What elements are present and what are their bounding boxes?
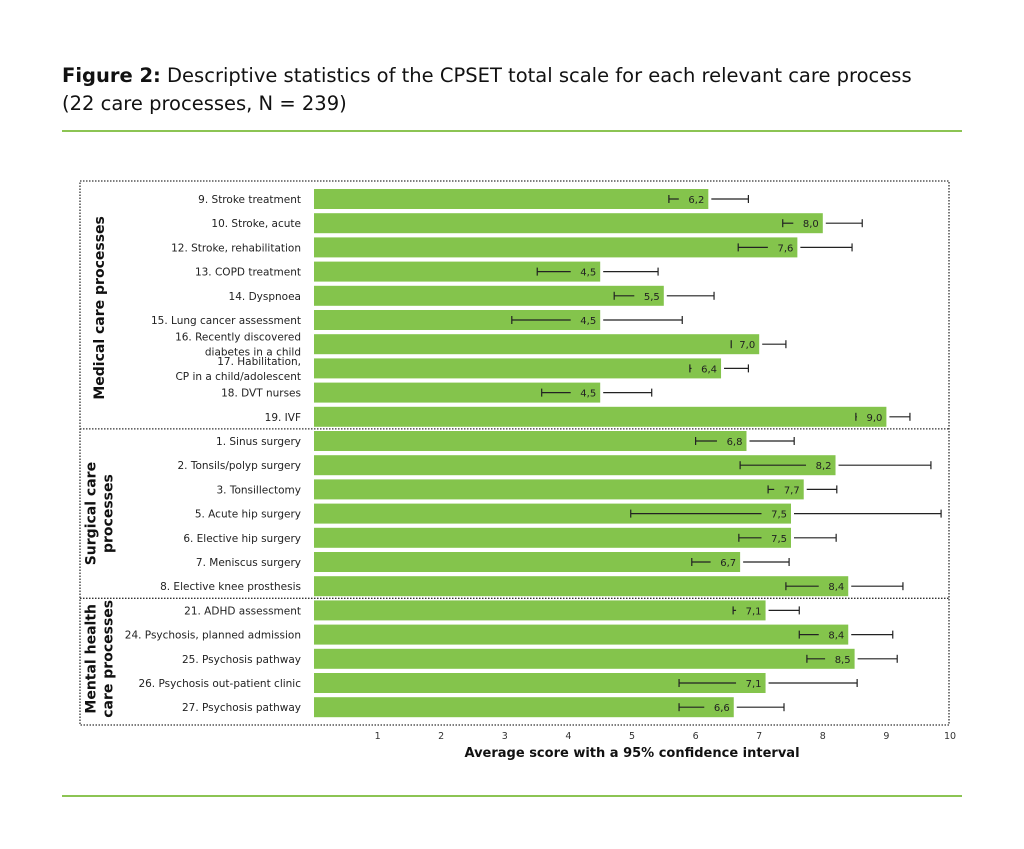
category-label: 7. Meniscus surgery bbox=[196, 557, 301, 569]
data-label: 7,1 bbox=[746, 679, 762, 690]
x-tick-label: 2 bbox=[438, 731, 444, 742]
data-label: 6,2 bbox=[688, 195, 704, 206]
data-label: 6,7 bbox=[720, 558, 736, 569]
bar bbox=[314, 552, 741, 572]
x-tick-label: 10 bbox=[944, 731, 956, 742]
category-label: 19. IVF bbox=[265, 412, 301, 424]
x-tick-label: 7 bbox=[756, 731, 762, 742]
category-label: 3. Tonsillectomy bbox=[216, 484, 301, 496]
data-label: 7,7 bbox=[784, 485, 800, 496]
category-label: 16. Recently discovered diabetes in a chi… bbox=[175, 332, 301, 359]
data-label: 8,5 bbox=[835, 655, 851, 666]
data-label: 6,6 bbox=[714, 703, 730, 714]
category-label: 10. Stroke, acute bbox=[211, 218, 301, 230]
data-label: 8,2 bbox=[816, 461, 832, 472]
x-tick-label: 9 bbox=[883, 731, 889, 742]
x-axis-title: Average score with a 95% confidence inte… bbox=[464, 746, 799, 761]
category-label: 14. Dyspnoea bbox=[229, 291, 301, 303]
bar bbox=[314, 455, 836, 476]
category-label: 6. Elective hip surgery bbox=[183, 533, 301, 545]
data-label: 7,0 bbox=[739, 340, 755, 351]
data-label: 6,4 bbox=[701, 364, 717, 375]
category-label: 24. Psychosis, planned admission bbox=[125, 630, 301, 642]
category-label: 21. ADHD assessment bbox=[184, 605, 301, 617]
plot-frame bbox=[79, 180, 950, 726]
category-label: 9. Stroke treatment bbox=[198, 194, 301, 206]
x-tick-label: 4 bbox=[565, 731, 571, 742]
data-label: 9,0 bbox=[866, 413, 882, 424]
data-label: 8,4 bbox=[828, 582, 844, 593]
x-tick-label: 6 bbox=[693, 731, 699, 742]
top-rule bbox=[62, 130, 962, 132]
bar bbox=[314, 358, 722, 379]
category-label: 12. Stroke, rehabilitation bbox=[171, 242, 301, 254]
category-label: 2. Tonsils/polyp surgery bbox=[177, 460, 301, 472]
category-label: 25. Psychosis pathway bbox=[182, 654, 301, 666]
bar bbox=[314, 600, 766, 621]
bar bbox=[314, 673, 766, 693]
category-label: 13. COPD treatment bbox=[195, 267, 301, 279]
data-label: 4,5 bbox=[580, 268, 596, 279]
bar bbox=[314, 431, 747, 451]
bar bbox=[314, 624, 849, 645]
bar bbox=[314, 406, 887, 427]
category-label: 1. Sinus surgery bbox=[216, 436, 301, 448]
bar bbox=[314, 697, 734, 718]
category-label: 17. Habilitation, CP in a child/adolescen… bbox=[175, 356, 301, 383]
x-tick-label: 3 bbox=[502, 731, 508, 742]
bar bbox=[314, 503, 791, 524]
x-tick-label: 8 bbox=[820, 731, 826, 742]
bar bbox=[314, 310, 601, 330]
data-label: 4,5 bbox=[580, 316, 596, 327]
bar bbox=[314, 648, 855, 669]
bar bbox=[314, 189, 709, 209]
category-label: 18. DVT nurses bbox=[221, 388, 301, 400]
category-label: 15. Lung cancer assessment bbox=[151, 315, 301, 327]
group-label: Surgical careprocesses bbox=[84, 462, 117, 565]
figure-title-line1: Descriptive statistics of the CPSET tota… bbox=[167, 64, 912, 87]
bar bbox=[314, 479, 804, 500]
figure-label: Figure 2: bbox=[62, 64, 161, 87]
data-label: 5,5 bbox=[644, 292, 660, 303]
bar bbox=[314, 213, 823, 234]
category-label: 8. Elective knee prosthesis bbox=[160, 581, 301, 593]
bar bbox=[314, 382, 601, 403]
group-label: Medical care processes bbox=[92, 216, 108, 400]
data-label: 7,5 bbox=[771, 534, 787, 545]
x-tick-label: 5 bbox=[629, 731, 635, 742]
data-label: 7,5 bbox=[771, 510, 787, 521]
bar bbox=[314, 237, 798, 258]
data-label: 8,0 bbox=[803, 219, 819, 230]
x-tick-label: 1 bbox=[375, 731, 381, 742]
data-label: 8,4 bbox=[828, 631, 844, 642]
category-label: 5. Acute hip surgery bbox=[195, 509, 301, 521]
bar bbox=[314, 285, 664, 306]
data-label: 6,8 bbox=[727, 437, 743, 448]
bottom-rule bbox=[62, 795, 962, 797]
data-label: 7,1 bbox=[746, 606, 762, 617]
figure-title-line2: (22 care processes, N = 239) bbox=[62, 92, 347, 115]
category-label: 27. Psychosis pathway bbox=[182, 702, 301, 714]
bar bbox=[314, 334, 760, 355]
bar bbox=[314, 576, 849, 597]
category-label: 26. Psychosis out-patient clinic bbox=[138, 678, 301, 690]
figure-title: Figure 2: Descriptive statistics of the … bbox=[62, 62, 912, 118]
bar bbox=[314, 261, 601, 282]
bar bbox=[314, 527, 791, 548]
group-label: Mental healthcare processes bbox=[84, 600, 117, 718]
data-label: 4,5 bbox=[580, 389, 596, 400]
data-label: 7,6 bbox=[777, 243, 793, 254]
